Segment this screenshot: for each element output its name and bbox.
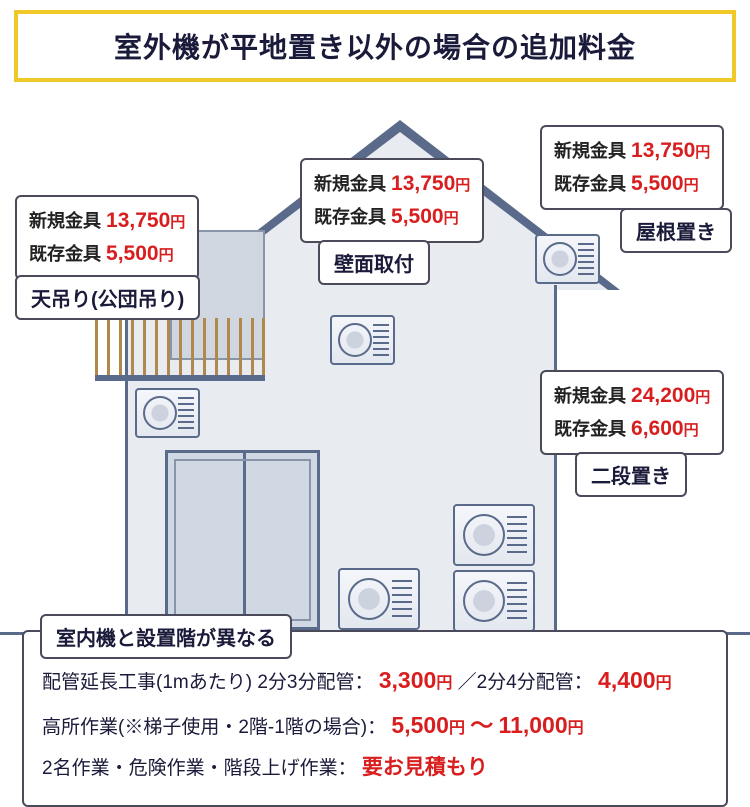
footer-l2-p1: 5,500	[391, 712, 449, 738]
yen: 円	[568, 720, 584, 737]
ac-unit-wall	[330, 315, 395, 365]
footer-l2a: 高所作業(※梯子使用・2階-1階の場合)：	[42, 717, 386, 738]
price-roof-existing: 5,500	[631, 172, 684, 195]
ac-unit-double-bottom	[453, 570, 535, 632]
label-existing: 既存金具	[554, 419, 626, 439]
title-banner: 室外機が平地置き以外の場合の追加料金	[14, 10, 736, 82]
label-new: 新規金具	[554, 386, 626, 406]
yen: 円	[159, 247, 174, 264]
footer-l1b: ／2分4分配管：	[458, 672, 593, 693]
price-ceiling-existing: 5,500	[106, 242, 159, 265]
yen: 円	[695, 144, 710, 161]
footer-l1a: 配管延長工事(1mあたり) 2分3分配管：	[42, 672, 373, 693]
footer-line-1: 配管延長工事(1mあたり) 2分3分配管： 3,300円 ／2分4分配管： 4,…	[42, 658, 708, 703]
label-new: 新規金具	[554, 141, 626, 161]
yen: 円	[444, 210, 459, 227]
yen: 円	[684, 422, 699, 439]
yen: 円	[656, 675, 672, 692]
price-wall-new: 13,750	[391, 172, 455, 195]
sliding-door	[165, 450, 320, 630]
tag-ceiling: 天吊り(公団吊り)	[15, 275, 200, 320]
tag-double: 二段置き	[575, 452, 687, 497]
yen: 円	[455, 177, 470, 194]
ac-unit-double-top	[453, 504, 535, 566]
ac-unit-ground	[338, 568, 420, 630]
ac-unit-ceiling	[135, 388, 200, 438]
label-new: 新規金具	[314, 174, 386, 194]
price-ceiling-new: 13,750	[106, 209, 170, 232]
tag-roof: 屋根置き	[620, 208, 732, 253]
price-double-new: 24,200	[631, 384, 695, 407]
price-bubble-double: 新規金具 24,200円 既存金具 6,600円	[540, 370, 724, 455]
footer-l1-p2: 4,400	[598, 667, 656, 693]
label-existing: 既存金具	[29, 244, 101, 264]
yen: 円	[449, 720, 465, 737]
footer-line-2: 高所作業(※梯子使用・2階-1階の場合)： 5,500円 ～ 11,000円	[42, 703, 708, 748]
yen: 円	[684, 177, 699, 194]
footer-line-3: 2名作業・危険作業・階段上げ作業： 要お見積もり	[42, 748, 708, 789]
footer-l1-p1: 3,300	[379, 667, 437, 693]
price-double-existing: 6,600	[631, 417, 684, 440]
footer-l2-sep: ～	[470, 712, 493, 738]
yen: 円	[695, 389, 710, 406]
balcony-rail	[95, 318, 265, 378]
footer-l3a: 2名作業・危険作業・階段上げ作業：	[42, 758, 357, 779]
tag-footer-heading: 室内機と設置階が異なる	[40, 614, 292, 659]
price-bubble-wall: 新規金具 13,750円 既存金具 5,500円	[300, 158, 484, 243]
footer-l3b: 要お見積もり	[362, 756, 488, 779]
balcony-floor	[95, 375, 265, 381]
price-roof-new: 13,750	[631, 139, 695, 162]
ac-unit-roof	[535, 234, 600, 284]
price-bubble-roof: 新規金具 13,750円 既存金具 5,500円	[540, 125, 724, 210]
yen: 円	[436, 675, 452, 692]
footer-l2-p2: 11,000	[499, 712, 568, 738]
label-existing: 既存金具	[554, 174, 626, 194]
tag-wall: 壁面取付	[318, 240, 430, 285]
diagram-stage: 新規金具 13,750円 既存金具 5,500円 天吊り(公団吊り) 新規金具 …	[0, 90, 750, 760]
label-new: 新規金具	[29, 211, 101, 231]
price-bubble-ceiling: 新規金具 13,750円 既存金具 5,500円	[15, 195, 199, 280]
yen: 円	[170, 214, 185, 231]
label-existing: 既存金具	[314, 207, 386, 227]
price-wall-existing: 5,500	[391, 205, 444, 228]
